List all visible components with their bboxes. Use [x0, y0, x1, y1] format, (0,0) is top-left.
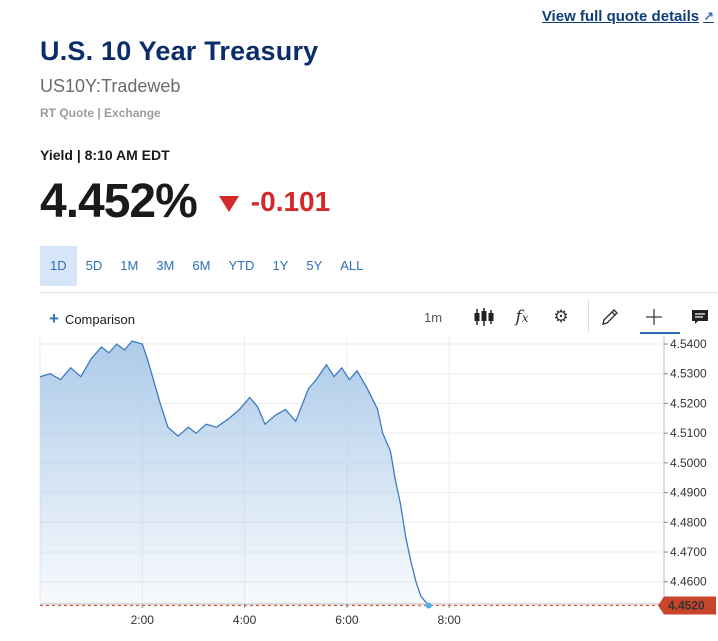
ticker-symbol: US10Y:Tradeweb — [40, 76, 181, 96]
x-tick-label: 2:00 — [131, 613, 155, 627]
crosshair-active-indicator — [640, 332, 680, 334]
fx-glyph: fx — [515, 307, 529, 327]
fx-icon[interactable]: fx — [510, 304, 534, 330]
range-tabs: 1D 5D 1M 3M 6M YTD 1Y 5Y ALL — [40, 246, 372, 286]
y-tick-label: 4.5300 — [670, 367, 707, 381]
comparison-label: Comparison — [64, 311, 136, 327]
y-tick-label: 4.5000 — [670, 456, 707, 470]
range-tab-5d[interactable]: 5D — [85, 258, 103, 273]
page-title: U.S. 10 Year Treasury — [40, 36, 319, 66]
range-tab-1y[interactable]: 1Y — [272, 258, 289, 273]
gear-icon[interactable]: ⚙ — [553, 307, 569, 326]
price-row: 4.452% -0.101 — [40, 174, 330, 229]
chart-area-fill — [40, 341, 429, 606]
yield-chart[interactable]: 4.5400 4.5300 4.5200 4.5100 4.5000 4.4900 4.48… — [0, 336, 718, 641]
last-value-badge: 4.4520 — [658, 596, 716, 615]
yield-timestamp: Yield | 8:10 AM EDT — [40, 147, 170, 163]
x-tick-label: 4:00 — [233, 613, 257, 627]
x-tick-label: 8:00 — [438, 613, 462, 627]
pencil-icon[interactable] — [598, 304, 622, 330]
range-tab-all[interactable]: ALL — [340, 258, 364, 273]
comparison-button[interactable]: + Comparison — [49, 309, 135, 329]
candlestick-icon[interactable] — [472, 304, 496, 330]
crosshair-icon[interactable] — [642, 304, 666, 330]
y-tick-label: 4.4700 — [670, 545, 707, 559]
range-tab-3m[interactable]: 3M — [156, 258, 175, 273]
last-value-marker — [425, 602, 432, 609]
range-tab-6m[interactable]: 6M — [192, 258, 211, 273]
y-tick-label: 4.4900 — [670, 486, 707, 500]
range-tab-5y[interactable]: 5Y — [306, 258, 323, 273]
y-tick-label: 4.4800 — [670, 515, 707, 529]
comment-icon[interactable] — [688, 304, 712, 330]
price-change: -0.101 — [250, 185, 331, 217]
interval-button[interactable]: 1m — [424, 309, 443, 325]
chart-line — [39, 340, 430, 606]
y-tick-label: 4.5200 — [670, 396, 707, 410]
toolbar-divider — [40, 292, 718, 293]
range-tab-1m[interactable]: 1M — [120, 258, 139, 273]
down-arrow-icon — [218, 195, 239, 212]
x-tick-label: 6:00 — [335, 613, 359, 627]
quote-source: RT Quote | Exchange — [40, 106, 161, 120]
y-tick-label: 4.4600 — [670, 575, 707, 589]
range-tab-ytd[interactable]: YTD — [228, 258, 255, 273]
y-tick-label: 4.5400 — [670, 337, 707, 351]
last-price: 4.452% — [40, 175, 198, 228]
y-tick-label: 4.5100 — [670, 426, 707, 440]
external-link-icon: ↗ — [703, 9, 714, 24]
range-tab-1d[interactable]: 1D — [40, 246, 77, 286]
view-full-quote-link[interactable]: View full quote details ↗ — [542, 8, 714, 25]
view-full-quote-label[interactable]: View full quote details — [541, 8, 700, 25]
last-value-label: 4.4520 — [668, 598, 705, 612]
plus-icon: + — [49, 309, 59, 328]
toolbar-separator — [588, 300, 589, 332]
